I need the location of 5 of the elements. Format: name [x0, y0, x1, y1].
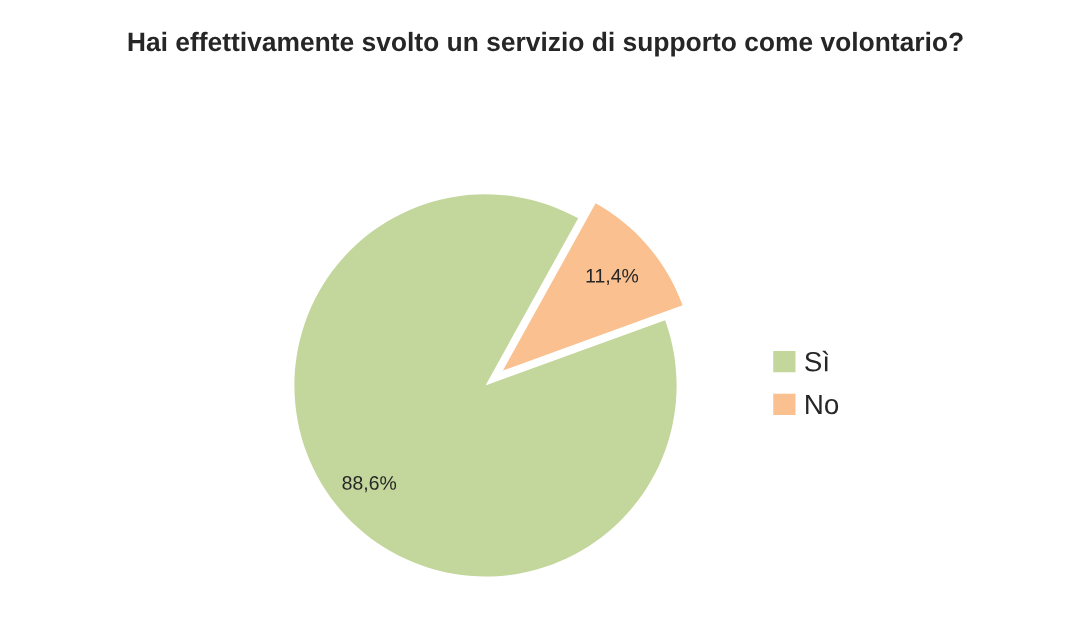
chart-title: Hai effettivamente svolto un servizio di supporto come volontario?: [128, 31, 963, 57]
legend-label: No: [806, 394, 839, 415]
legend-label: Sì: [805, 350, 829, 372]
data-label: 11,4%: [586, 268, 639, 285]
data-label: 88,6%: [342, 476, 397, 493]
